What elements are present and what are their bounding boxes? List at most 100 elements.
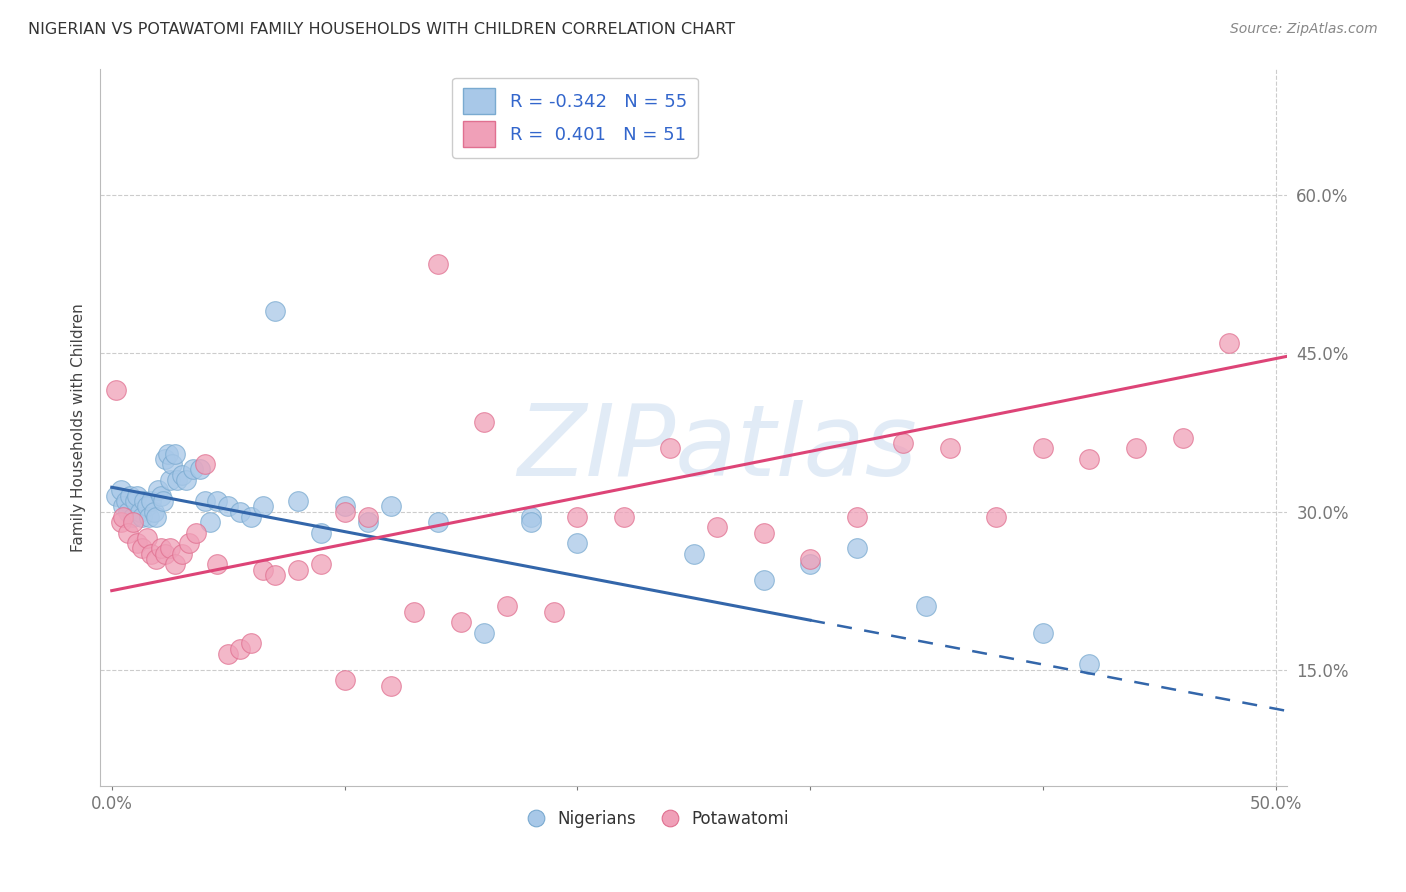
Point — [127, 536, 149, 550]
Point — [240, 636, 263, 650]
Point — [149, 489, 172, 503]
Point — [309, 525, 332, 540]
Point — [141, 547, 163, 561]
Point — [450, 615, 472, 630]
Point — [135, 500, 157, 514]
Point — [472, 415, 495, 429]
Point — [799, 558, 821, 572]
Point — [426, 515, 449, 529]
Point — [543, 605, 565, 619]
Text: NIGERIAN VS POTAWATOMI FAMILY HOUSEHOLDS WITH CHILDREN CORRELATION CHART: NIGERIAN VS POTAWATOMI FAMILY HOUSEHOLDS… — [28, 22, 735, 37]
Point — [404, 605, 426, 619]
Point — [110, 515, 132, 529]
Point — [682, 547, 704, 561]
Point — [188, 462, 211, 476]
Point — [1032, 442, 1054, 456]
Point — [939, 442, 962, 456]
Point — [706, 520, 728, 534]
Point — [986, 509, 1008, 524]
Point — [156, 446, 179, 460]
Point — [252, 563, 274, 577]
Point — [110, 483, 132, 498]
Point — [117, 504, 139, 518]
Point — [120, 489, 142, 503]
Point — [799, 552, 821, 566]
Point — [1218, 335, 1240, 350]
Point — [613, 509, 636, 524]
Point — [114, 494, 136, 508]
Point — [380, 679, 402, 693]
Point — [170, 467, 193, 482]
Point — [229, 504, 252, 518]
Point — [217, 500, 239, 514]
Point — [149, 541, 172, 556]
Point — [567, 509, 589, 524]
Point — [357, 515, 380, 529]
Point — [472, 625, 495, 640]
Point — [184, 525, 207, 540]
Point — [127, 489, 149, 503]
Point — [263, 567, 285, 582]
Point — [145, 509, 167, 524]
Point — [252, 500, 274, 514]
Point — [333, 504, 356, 518]
Point — [117, 525, 139, 540]
Point — [105, 489, 128, 503]
Point — [520, 509, 543, 524]
Point — [915, 599, 938, 614]
Point — [155, 451, 177, 466]
Point — [426, 257, 449, 271]
Point — [1171, 431, 1194, 445]
Point — [112, 509, 135, 524]
Point — [181, 462, 204, 476]
Legend: Nigerians, Potawatomi: Nigerians, Potawatomi — [520, 804, 796, 835]
Point — [177, 536, 200, 550]
Point — [112, 500, 135, 514]
Point — [162, 457, 184, 471]
Point — [287, 494, 309, 508]
Point — [357, 509, 380, 524]
Point — [240, 509, 263, 524]
Point — [205, 558, 228, 572]
Point — [135, 531, 157, 545]
Point — [567, 536, 589, 550]
Point — [752, 573, 775, 587]
Point — [105, 383, 128, 397]
Point — [845, 509, 868, 524]
Point — [131, 541, 153, 556]
Point — [194, 494, 217, 508]
Point — [659, 442, 682, 456]
Point — [198, 515, 221, 529]
Point — [217, 647, 239, 661]
Point — [163, 558, 186, 572]
Point — [380, 500, 402, 514]
Point — [520, 515, 543, 529]
Point — [155, 547, 177, 561]
Point — [309, 558, 332, 572]
Point — [333, 500, 356, 514]
Point — [131, 509, 153, 524]
Point — [159, 473, 181, 487]
Point — [128, 504, 150, 518]
Point — [752, 525, 775, 540]
Point — [163, 446, 186, 460]
Point — [148, 483, 170, 498]
Point — [142, 504, 165, 518]
Point — [124, 494, 146, 508]
Point — [138, 509, 160, 524]
Point — [174, 473, 197, 487]
Point — [229, 641, 252, 656]
Point — [145, 552, 167, 566]
Point — [166, 473, 188, 487]
Point — [287, 563, 309, 577]
Point — [1125, 442, 1147, 456]
Point — [891, 436, 914, 450]
Point — [1078, 657, 1101, 672]
Point — [496, 599, 519, 614]
Y-axis label: Family Households with Children: Family Households with Children — [72, 302, 86, 551]
Point — [333, 673, 356, 688]
Point — [845, 541, 868, 556]
Point — [194, 457, 217, 471]
Point — [263, 304, 285, 318]
Point — [1078, 451, 1101, 466]
